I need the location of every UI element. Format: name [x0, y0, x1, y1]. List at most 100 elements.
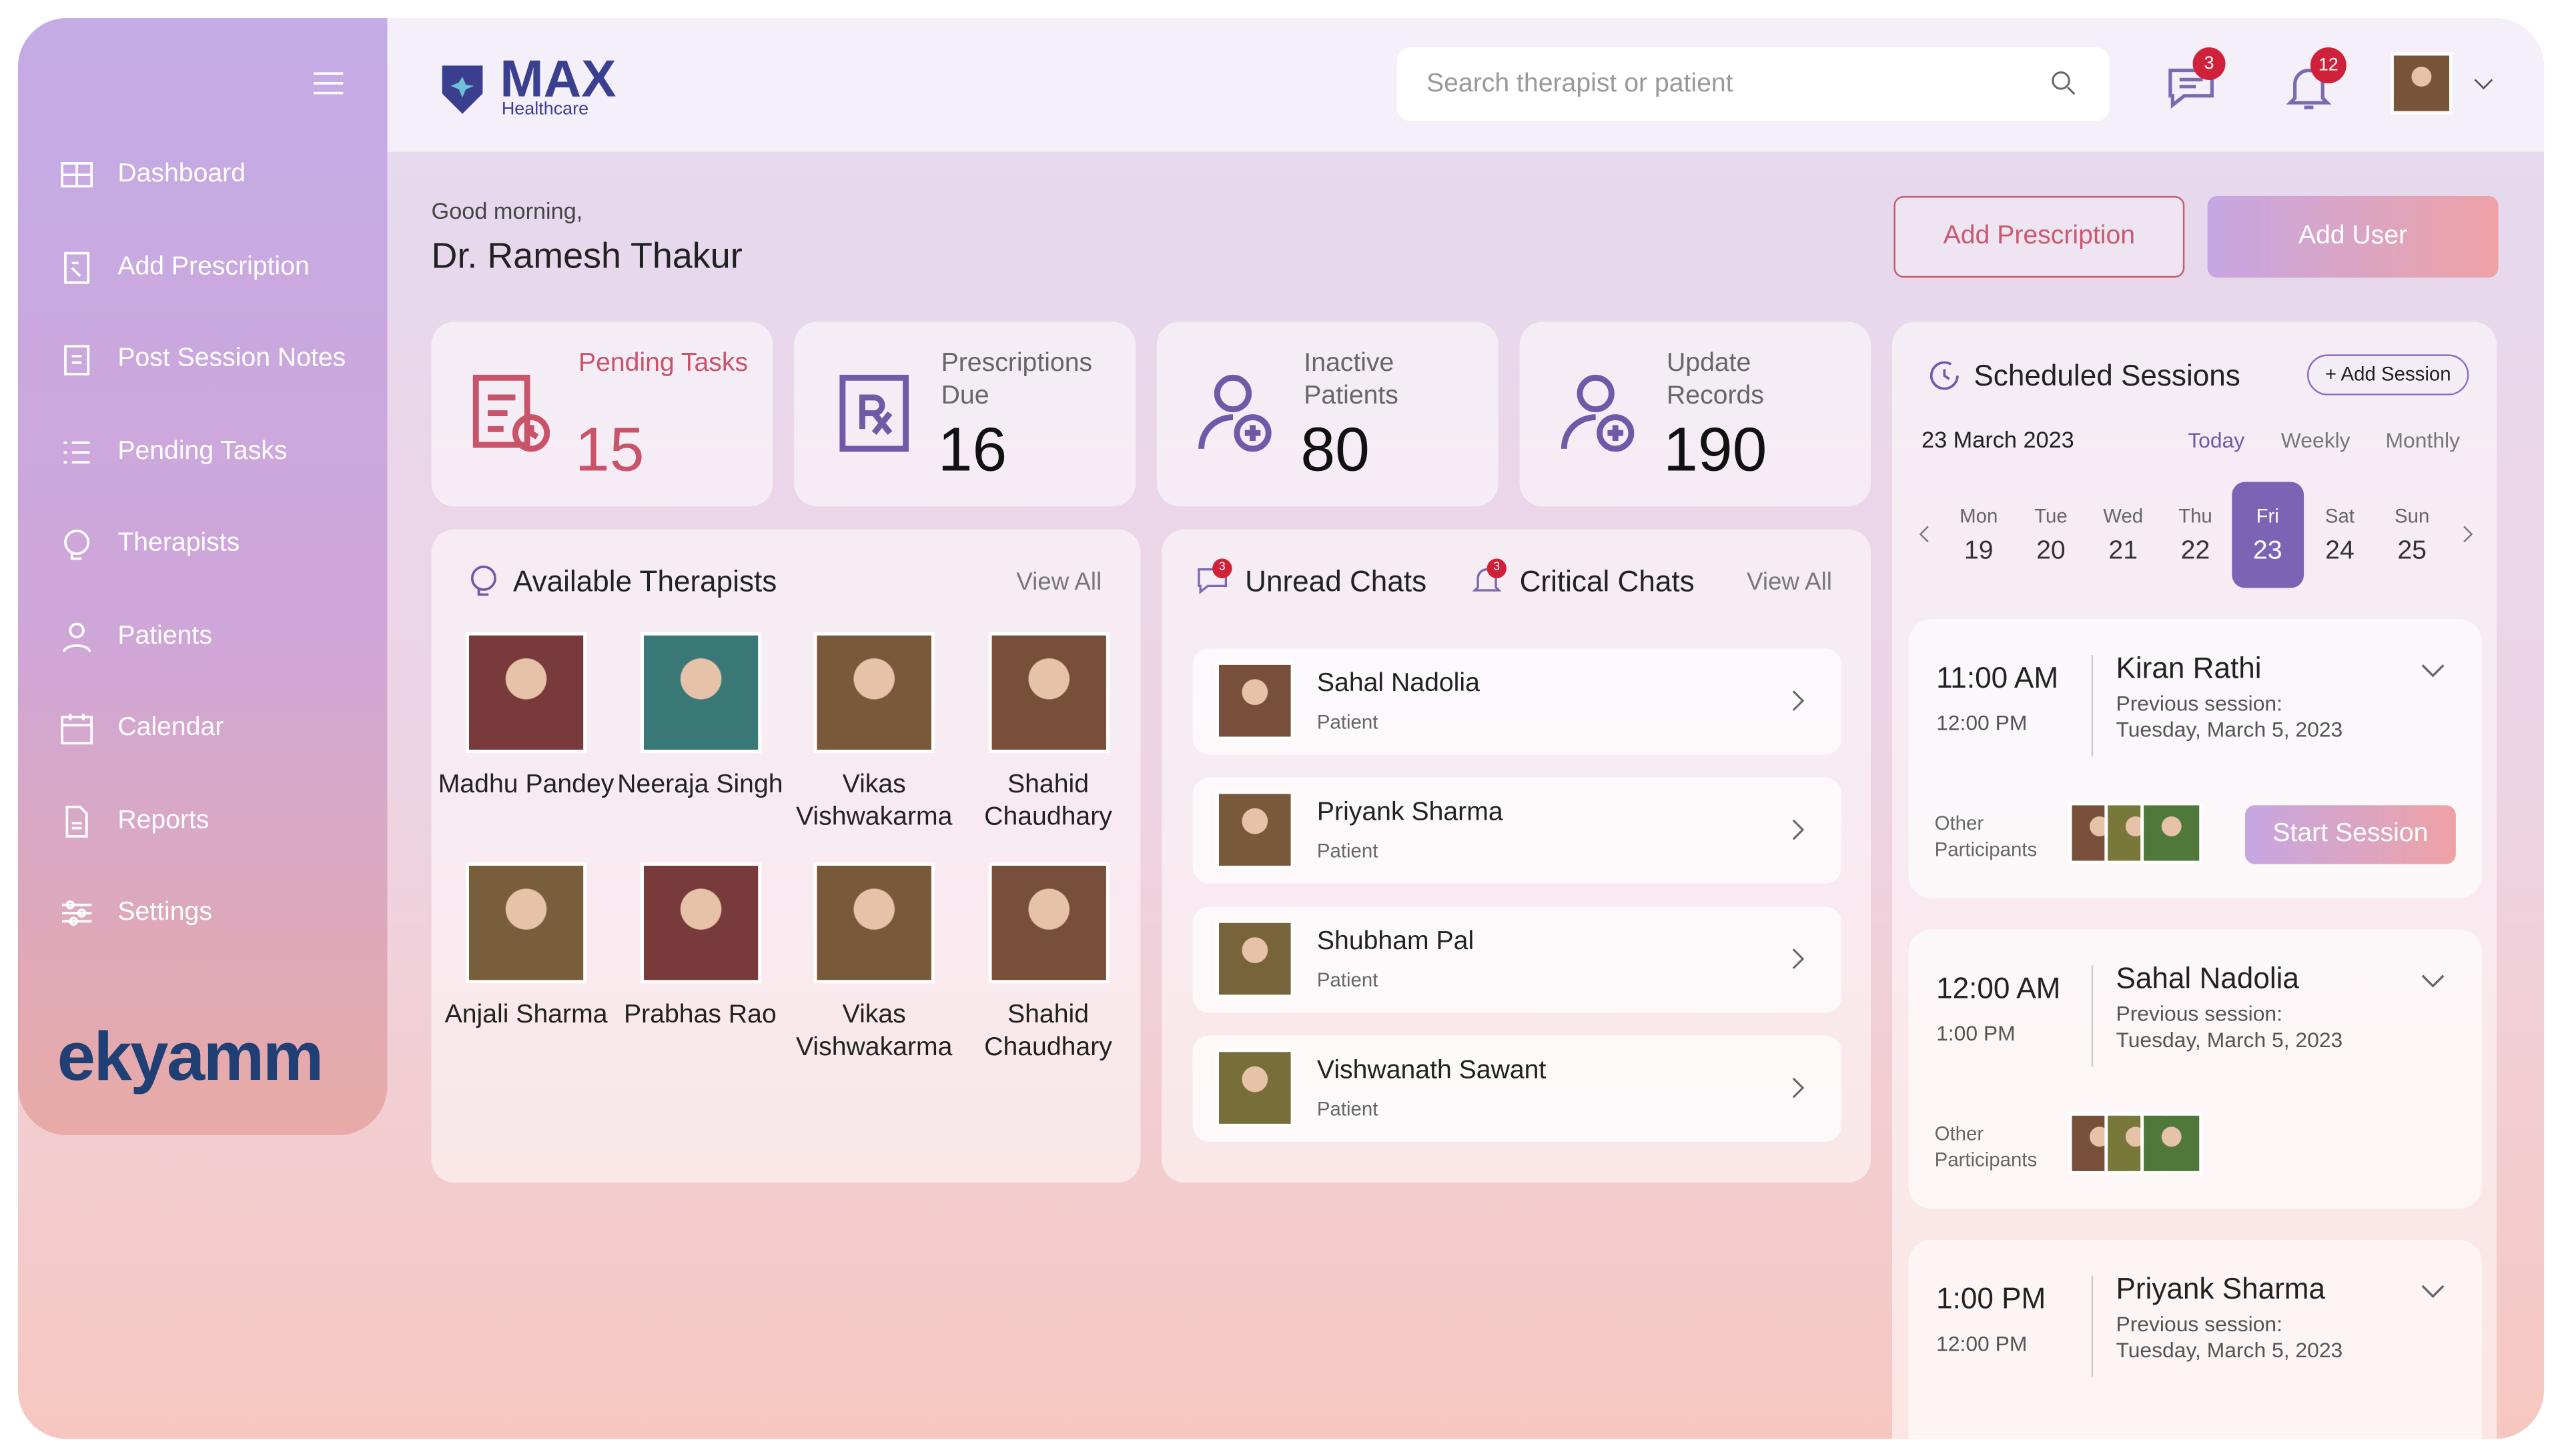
day-name: Tue [2034, 504, 2068, 528]
stat-icon [827, 361, 921, 466]
menu-label: Therapists [117, 529, 240, 558]
menu-icon [57, 432, 97, 472]
avatar [639, 632, 761, 753]
therapist-name[interactable]: Prabhas Rao [624, 1001, 777, 1029]
therapist-name[interactable]: Shahid Chaudhary [984, 770, 1112, 832]
menu-item[interactable]: Therapists [54, 521, 364, 567]
start-session-button[interactable]: Start Session [2244, 805, 2456, 864]
therapist-name[interactable]: Vikas Vishwakarma [795, 1001, 953, 1062]
stat-icon [1553, 361, 1647, 466]
profile-menu[interactable] [2390, 52, 2505, 117]
participants-label: Other Participants [1934, 1122, 2038, 1171]
session-end: 12:00 PM [1936, 1331, 2028, 1356]
logo-text: MAX [500, 49, 616, 108]
notification-button[interactable]: 12 [2281, 47, 2346, 114]
therapist-name[interactable]: Shahid Chaudhary [984, 1001, 1112, 1062]
chevron-right-svg [1792, 948, 1805, 969]
chat-role: Patient [1316, 710, 1378, 734]
avatar [1216, 1048, 1294, 1127]
menu-icon [57, 524, 97, 564]
session-start: 11:00 AM [1936, 661, 2059, 694]
day-cell[interactable]: Sat 24 [2304, 482, 2376, 588]
stat-icon [1190, 361, 1284, 466]
avatar [987, 632, 1109, 753]
greeting-name: Dr. Ramesh Thakur [431, 235, 743, 276]
chevron-right-svg [1792, 690, 1805, 711]
previous-label: Previous session: [2116, 1311, 2282, 1337]
avatar [639, 862, 761, 984]
divider [2091, 655, 2094, 756]
view-tab[interactable]: Monthly [2385, 428, 2461, 453]
menu-item[interactable]: Reports [54, 798, 364, 844]
chevron-right [1781, 942, 1813, 975]
clock-icon [1925, 356, 1964, 396]
view-all-link[interactable]: View All [1016, 568, 1102, 596]
day-date: 23 [2252, 537, 2282, 566]
chevron-right-svg [1792, 819, 1805, 840]
therapist-name[interactable]: Neeraja Singh [617, 770, 783, 799]
therapist-name[interactable]: Vikas Vishwakarma [795, 770, 953, 832]
chat-row[interactable]: Priyank Sharma Patient [1192, 777, 1842, 884]
day-cell[interactable]: Thu 22 [2160, 482, 2232, 588]
chat-row[interactable]: Vishwanath Sawant Patient [1192, 1035, 1842, 1142]
avatar [465, 632, 587, 753]
avatar [1216, 919, 1294, 998]
menu-item[interactable]: Pending Tasks [54, 429, 364, 475]
chat-tab-label[interactable]: Critical Chats [1519, 565, 1695, 598]
menu-item[interactable]: Dashboard [54, 152, 364, 198]
sidebar: Dashboard Add Prescription Post Session No… [17, 17, 388, 1136]
max-logo-icon [434, 57, 490, 119]
expand-chevron-svg [2421, 664, 2445, 678]
stat-value: 80 [1300, 416, 1370, 486]
view-tab[interactable]: Weekly [2280, 428, 2351, 453]
stat-value: 190 [1663, 416, 1767, 486]
avatar [2140, 802, 2203, 864]
chevron-right [1781, 684, 1813, 717]
day-date: 25 [2397, 537, 2427, 566]
add-prescription-button[interactable]: Add Prescription [1893, 195, 2185, 278]
day-date: 20 [2036, 537, 2066, 566]
previous-label: Previous session: [2116, 1001, 2282, 1026]
menu-item[interactable]: Post Session Notes [54, 336, 364, 382]
avatar [813, 862, 935, 984]
day-cell[interactable]: Mon 19 [1943, 482, 2015, 588]
therapist-name[interactable]: Madhu Pandey [438, 770, 614, 799]
menu-icon [57, 155, 97, 195]
day-date: 24 [2325, 537, 2355, 566]
chat-button[interactable]: 3 [2163, 47, 2226, 114]
session-patient: Priyank Sharma [2116, 1272, 2326, 1305]
day-cell[interactable]: Fri 23 [2231, 482, 2304, 588]
clock-icon-svg [1930, 361, 1959, 390]
view-tab[interactable]: Today [2188, 428, 2245, 453]
day-cell[interactable]: Tue 20 [2015, 482, 2087, 588]
chat-role: Patient [1316, 968, 1378, 992]
expand-chevron [2415, 652, 2451, 688]
chat-tab-badge: 3 [1212, 558, 1232, 578]
previous-date: Tuesday, March 5, 2023 [2116, 1337, 2343, 1363]
session-patient: Kiran Rathi [2116, 652, 2262, 685]
day-cell[interactable]: Wed 21 [2087, 482, 2159, 588]
add-session-button[interactable]: + Add Session [2306, 354, 2469, 396]
chat-tab-label[interactable]: Unread Chats [1245, 565, 1427, 598]
menu-item[interactable]: Settings [54, 890, 364, 936]
chat-row[interactable]: Shubham Pal Patient [1192, 906, 1842, 1013]
menu-item[interactable]: Patients [54, 614, 364, 660]
chat-name: Vishwanath Sawant [1316, 1056, 1547, 1085]
therapist-name[interactable]: Anjali Sharma [444, 1001, 608, 1029]
logo-subtext: Healthcare [501, 99, 589, 119]
menu-icon [57, 616, 97, 656]
chat-name: Priyank Sharma [1316, 798, 1503, 827]
add-user-button[interactable]: Add User [2207, 195, 2499, 278]
menu-item[interactable]: Add Prescription [54, 244, 364, 290]
chat-row[interactable]: Sahal Nadolia Patient [1192, 648, 1842, 755]
session-patient: Sahal Nadolia [2116, 962, 2299, 995]
day-date: 19 [1964, 537, 1994, 566]
session-end: 12:00 PM [1936, 710, 2028, 736]
menu-icon [57, 894, 97, 933]
notification-badge: 12 [2310, 47, 2346, 83]
menu-item[interactable]: Calendar [54, 706, 364, 752]
brand-logo: ekyamm [57, 1017, 324, 1095]
search-box[interactable]: Search therapist or patient [1396, 47, 2110, 121]
day-cell[interactable]: Sun 25 [2376, 482, 2448, 588]
view-all-link[interactable]: View All [1746, 568, 1832, 596]
